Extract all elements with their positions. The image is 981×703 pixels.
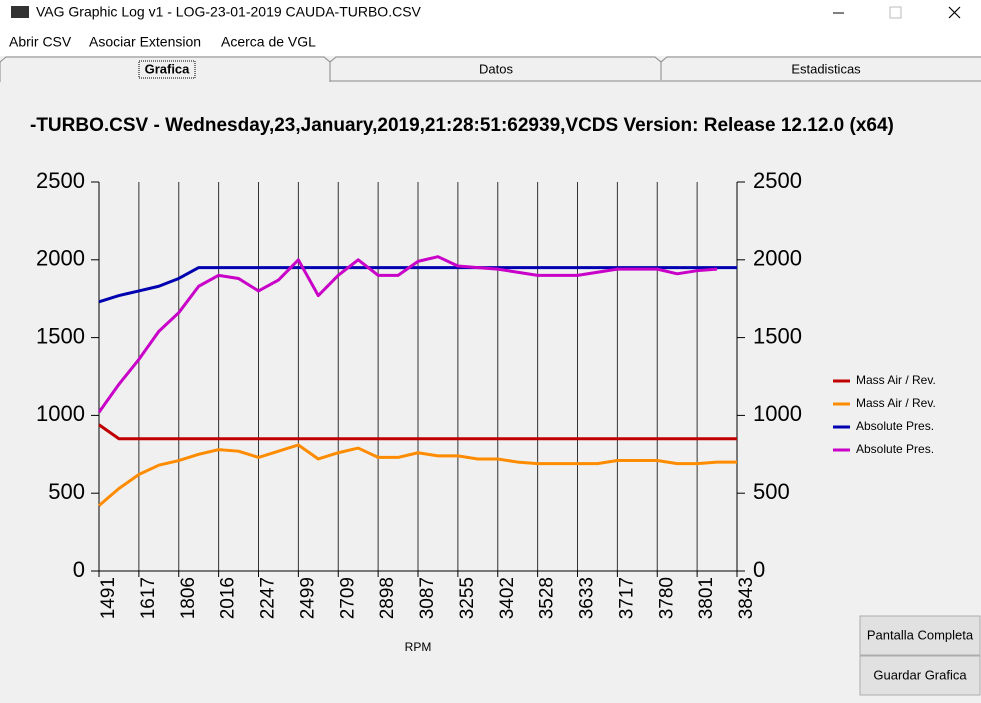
legend-label: Absolute Pres. bbox=[856, 419, 934, 433]
y-tick-label: 1000 bbox=[36, 401, 85, 426]
maximize-button[interactable] bbox=[889, 6, 902, 19]
series-line bbox=[98, 423, 737, 441]
y-tick-label: 0 bbox=[73, 557, 85, 582]
x-tick-label: 3255 bbox=[457, 577, 478, 619]
x-tick-label: 1806 bbox=[178, 577, 199, 619]
menu-item[interactable]: Abrir CSV bbox=[9, 34, 72, 50]
chart-title: -TURBO.CSV - Wednesday,23,January,2019,2… bbox=[30, 115, 894, 136]
menu-item[interactable]: Acerca de VGL bbox=[221, 34, 316, 50]
series-line bbox=[98, 443, 737, 507]
y2-tick-label: 0 bbox=[753, 557, 765, 582]
y2-tick-label: 500 bbox=[753, 479, 790, 504]
x-tick-label: 3717 bbox=[616, 577, 637, 619]
tab-label[interactable]: Datos bbox=[479, 61, 513, 76]
x-tick-label: 2499 bbox=[297, 577, 318, 619]
button-label[interactable]: Pantalla Completa bbox=[867, 627, 974, 642]
window-title: VAG Graphic Log v1 - LOG-23-01-2019 CAUD… bbox=[36, 4, 422, 20]
x-tick-label: 3528 bbox=[537, 577, 558, 619]
x-tick-label: 3402 bbox=[497, 577, 518, 619]
y2-tick-label: 1000 bbox=[753, 401, 802, 426]
legend-label: Mass Air / Rev. bbox=[856, 373, 936, 387]
x-tick-label: 1491 bbox=[98, 577, 119, 619]
button[interactable] bbox=[859, 615, 981, 656]
focus-rect bbox=[138, 60, 196, 79]
legend-label: Absolute Pres. bbox=[856, 442, 934, 456]
y-tick-label: 1500 bbox=[36, 323, 85, 348]
menu-item[interactable]: Asociar Extension bbox=[89, 34, 201, 50]
tab-selected[interactable] bbox=[0, 56, 331, 82]
title-menu-bg bbox=[0, 0, 981, 56]
x-axis-label: RPM bbox=[405, 640, 432, 654]
x-tick-label: 3087 bbox=[417, 577, 438, 619]
y-tick-label: 500 bbox=[48, 479, 85, 504]
y-tick-label: 2000 bbox=[36, 246, 85, 271]
x-tick-label: 2898 bbox=[377, 577, 398, 619]
x-tick-label: 3633 bbox=[577, 577, 598, 619]
x-tick-label: 2709 bbox=[337, 577, 358, 619]
series-line bbox=[98, 266, 737, 304]
y-tick-label: 2500 bbox=[36, 168, 85, 193]
y2-tick-label: 2500 bbox=[753, 168, 802, 193]
x-tick-label: 2247 bbox=[258, 577, 279, 619]
series-line bbox=[97, 255, 718, 414]
button[interactable] bbox=[859, 655, 981, 696]
y2-tick-label: 2000 bbox=[753, 246, 802, 271]
close-button[interactable] bbox=[948, 6, 961, 19]
tab[interactable] bbox=[660, 56, 981, 80]
button-label[interactable]: Guardar Grafica bbox=[873, 667, 967, 682]
x-tick-label: 2016 bbox=[218, 577, 239, 619]
app-icon bbox=[11, 6, 29, 18]
tab-label[interactable]: Estadisticas bbox=[791, 61, 861, 76]
x-tick-label: 3843 bbox=[736, 577, 757, 619]
tab-label[interactable]: Grafica bbox=[145, 61, 191, 76]
x-tick-label: 3801 bbox=[696, 577, 717, 619]
legend-label: Mass Air / Rev. bbox=[856, 396, 936, 410]
y2-tick-label: 1500 bbox=[753, 323, 802, 348]
x-tick-label: 1617 bbox=[138, 577, 159, 619]
x-tick-label: 3780 bbox=[656, 577, 677, 619]
